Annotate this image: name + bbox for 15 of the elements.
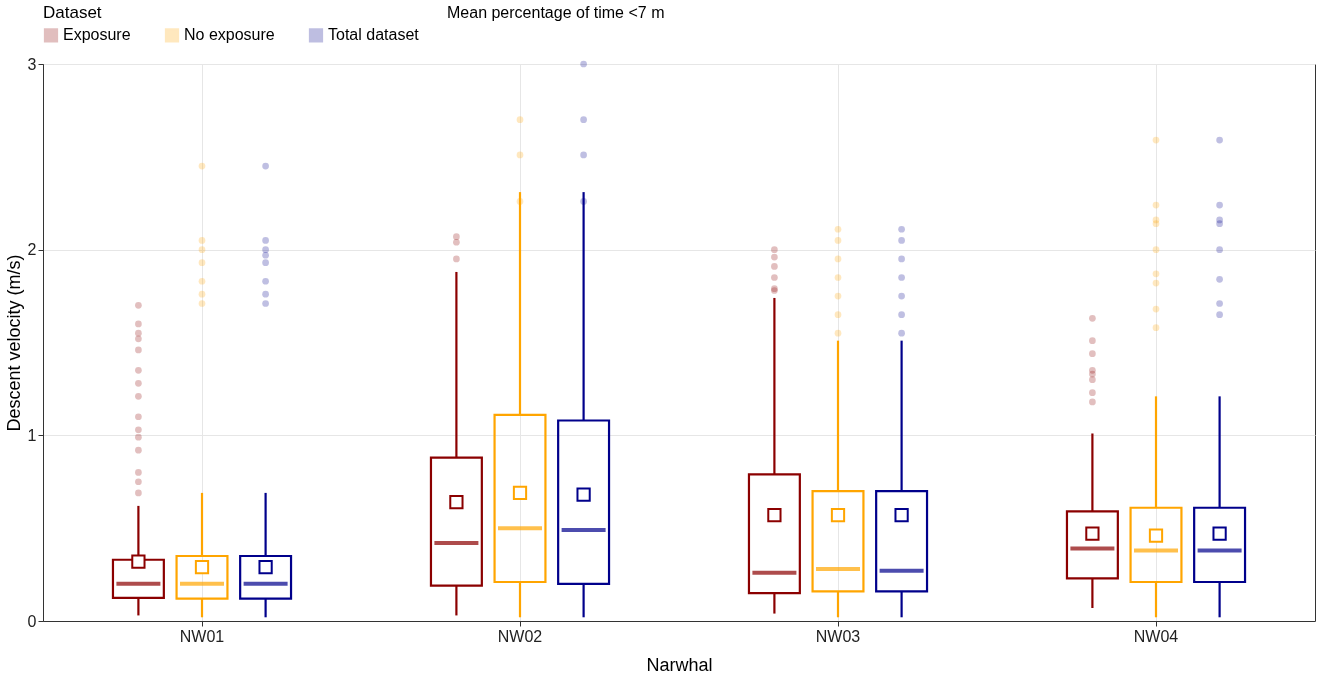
y-tick-label: 0 (27, 612, 37, 630)
text: Mean percentage of time <7 m (447, 4, 665, 21)
y-tick-label: 2 (27, 241, 37, 259)
legend-label: Total dataset (328, 26, 420, 44)
y-tick-label: 1 (27, 426, 37, 444)
x-axis-title: Narwhal (646, 654, 713, 675)
legend-label: No exposure (184, 26, 275, 44)
legend-title: Dataset (43, 3, 102, 22)
x-tick-label: NW04 (1133, 627, 1179, 645)
x-tick-label: NW01 (179, 627, 225, 645)
x-tick-label: NW03 (815, 627, 861, 645)
x-tick-label: NW02 (497, 627, 543, 645)
y-tick-label: 3 (27, 55, 37, 73)
legend-label: Exposure (63, 26, 131, 44)
y-axis-title: Descent velocity (m/s) (3, 254, 24, 432)
